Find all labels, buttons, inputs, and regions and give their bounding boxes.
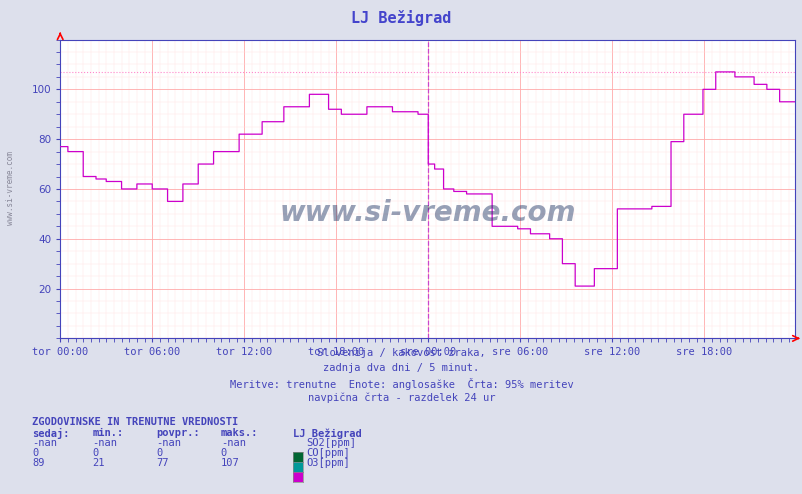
Text: Slovenija / kakovost zraka,: Slovenija / kakovost zraka, xyxy=(317,348,485,358)
Text: LJ Bežigrad: LJ Bežigrad xyxy=(351,10,451,26)
Text: www.si-vreme.com: www.si-vreme.com xyxy=(6,151,15,225)
Text: ZGODOVINSKE IN TRENUTNE VREDNOSTI: ZGODOVINSKE IN TRENUTNE VREDNOSTI xyxy=(32,417,238,427)
Text: sedaj:: sedaj: xyxy=(32,428,70,439)
Text: 0: 0 xyxy=(32,448,38,458)
Text: -nan: -nan xyxy=(32,438,57,448)
Text: CO[ppm]: CO[ppm] xyxy=(306,448,350,458)
Text: -nan: -nan xyxy=(156,438,181,448)
Text: SO2[ppm]: SO2[ppm] xyxy=(306,438,356,448)
Text: 0: 0 xyxy=(92,448,99,458)
Text: 107: 107 xyxy=(221,458,239,468)
Text: min.:: min.: xyxy=(92,428,124,438)
Text: 21: 21 xyxy=(92,458,105,468)
Text: LJ Bežigrad: LJ Bežigrad xyxy=(293,428,362,439)
Text: 89: 89 xyxy=(32,458,45,468)
Text: 0: 0 xyxy=(221,448,227,458)
Text: O3[ppm]: O3[ppm] xyxy=(306,458,350,468)
Text: povpr.:: povpr.: xyxy=(156,428,200,438)
Text: Meritve: trenutne  Enote: anglosaške  Črta: 95% meritev: Meritve: trenutne Enote: anglosaške Črta… xyxy=(229,378,573,390)
Text: 77: 77 xyxy=(156,458,169,468)
Text: -nan: -nan xyxy=(221,438,245,448)
Text: www.si-vreme.com: www.si-vreme.com xyxy=(279,199,575,227)
Text: maks.:: maks.: xyxy=(221,428,258,438)
Text: -nan: -nan xyxy=(92,438,117,448)
Text: navpična črta - razdelek 24 ur: navpična črta - razdelek 24 ur xyxy=(307,393,495,403)
Text: 0: 0 xyxy=(156,448,163,458)
Text: zadnja dva dni / 5 minut.: zadnja dva dni / 5 minut. xyxy=(323,363,479,373)
